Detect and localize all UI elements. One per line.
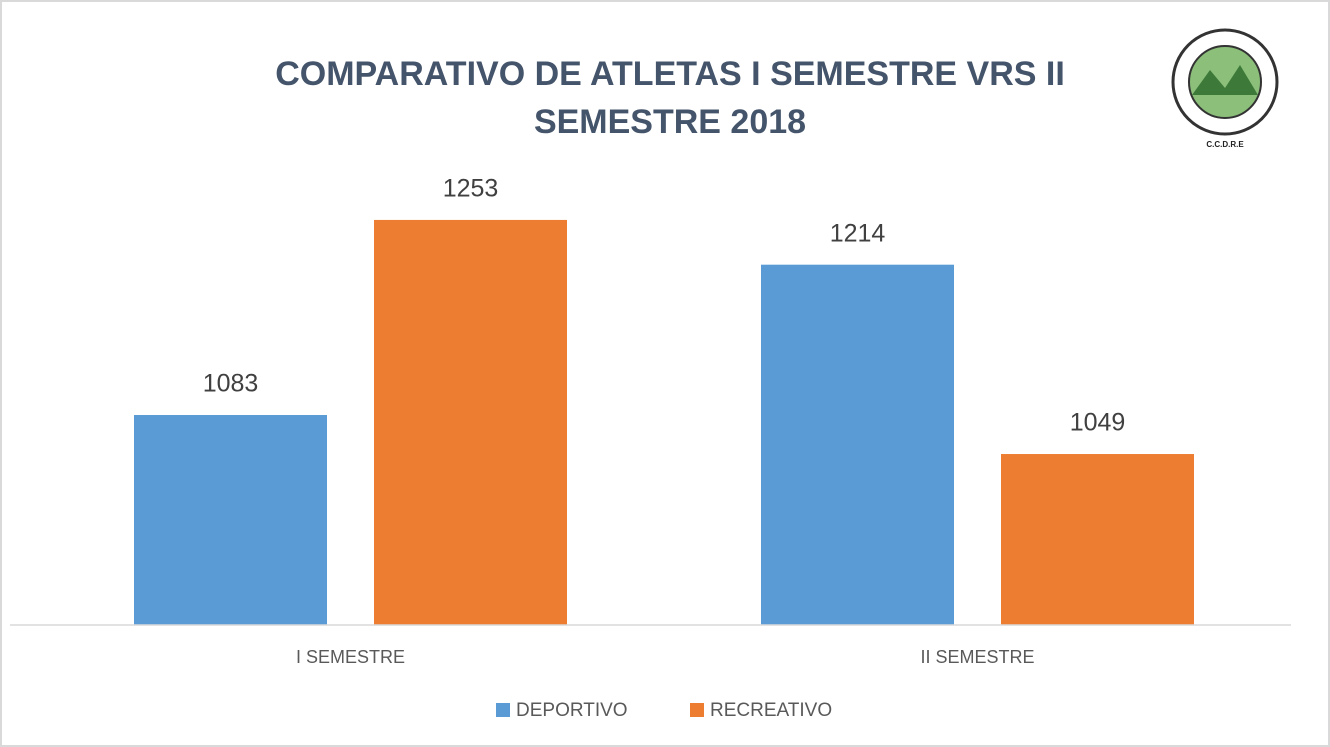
- bar: [1001, 454, 1194, 625]
- legend-swatch: [496, 703, 510, 717]
- bar: [374, 219, 567, 625]
- data-label: 1253: [443, 175, 499, 203]
- chart-title: SEMESTRE 2018: [534, 103, 806, 141]
- bar: [761, 264, 954, 625]
- legend-label: DEPORTIVO: [516, 700, 628, 721]
- legend-swatch: [690, 703, 704, 717]
- bar: [134, 415, 327, 625]
- data-label: 1083: [203, 370, 259, 398]
- data-label: 1214: [830, 219, 886, 247]
- logo-mountains: [1192, 65, 1258, 95]
- chart-title: COMPARATIVO DE ATLETAS I SEMESTRE VRS II: [275, 55, 1065, 93]
- logo-emblem: [1188, 45, 1262, 119]
- x-tick-label: I SEMESTRE: [296, 647, 405, 667]
- x-tick-label: II SEMESTRE: [920, 647, 1034, 667]
- logo-text: C.C.D.R.E: [1206, 140, 1244, 149]
- data-label: 1049: [1070, 409, 1126, 437]
- logo: C.C.D.R.E: [1171, 28, 1279, 149]
- legend-label: RECREATIVO: [710, 700, 832, 721]
